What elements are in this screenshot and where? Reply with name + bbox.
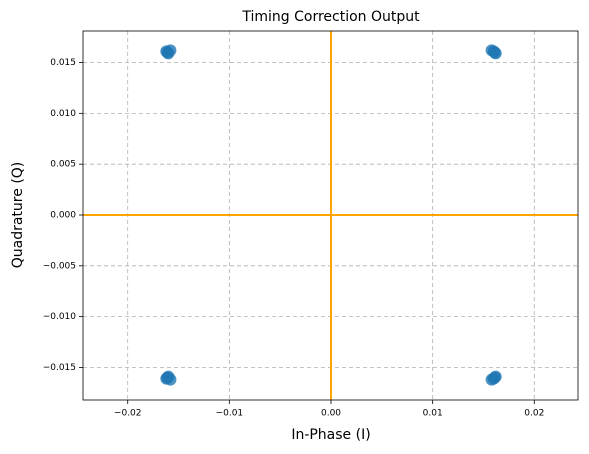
- x-tick-label: 0.02: [524, 409, 544, 419]
- plot-frame: [82, 30, 579, 401]
- y-tick-label: 0.000: [50, 210, 76, 220]
- x-tick-label: 0.00: [321, 409, 341, 419]
- x-tick-label: −0.02: [114, 409, 142, 419]
- point: [488, 371, 501, 384]
- y-tick-label: 0.010: [50, 109, 76, 119]
- y-tick-label: −0.005: [43, 261, 76, 271]
- x-tick-label: −0.01: [216, 409, 244, 419]
- y-tick-label: −0.010: [43, 312, 77, 322]
- chart-title: Timing Correction Output: [241, 9, 420, 25]
- y-tick-label: −0.015: [43, 363, 76, 373]
- y-axis-label: Quadrature (Q): [10, 162, 26, 269]
- x-axis-label: In-Phase (I): [291, 427, 370, 443]
- point: [161, 46, 174, 59]
- x-tick-label: 0.01: [423, 409, 443, 419]
- point: [488, 46, 501, 59]
- point: [161, 371, 174, 384]
- y-tick-label: 0.005: [50, 160, 76, 170]
- y-tick-label: 0.015: [50, 58, 76, 68]
